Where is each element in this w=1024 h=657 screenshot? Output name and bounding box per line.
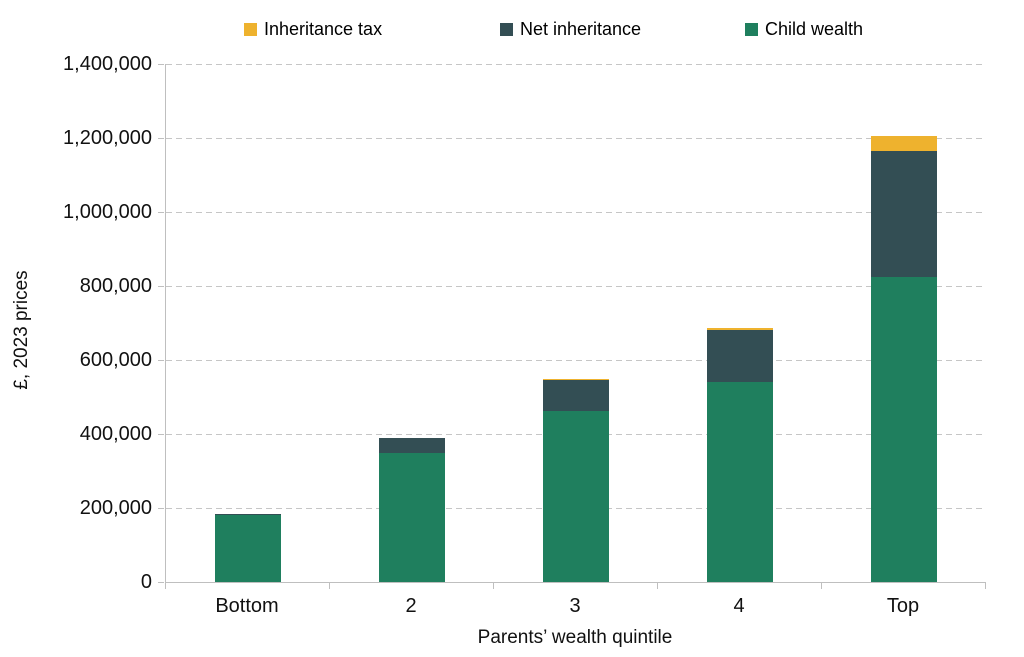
- x-tick-label: Top: [886, 595, 920, 617]
- y-axis-tick: [158, 508, 164, 509]
- x-axis-tick: [657, 583, 658, 589]
- child-wealth-swatch-icon: [745, 22, 758, 36]
- x-tick-label: Bottom: [215, 595, 279, 617]
- bar-segment-child-wealth: [215, 515, 281, 582]
- y-axis-tick: [158, 434, 164, 435]
- y-axis-tick: [158, 286, 164, 287]
- bar-3: [543, 64, 609, 582]
- x-axis-tick: [493, 583, 494, 589]
- y-tick-label: 1,400,000: [63, 53, 152, 75]
- bar-segment-net-inheritance: [379, 437, 445, 453]
- bar-segment-inheritance-tax: [871, 136, 937, 151]
- bar-segment-child-wealth: [871, 276, 937, 582]
- gridline: [166, 211, 986, 213]
- legend-item-inheritance-tax: Inheritance tax: [244, 20, 382, 38]
- bar-segment-child-wealth: [543, 411, 609, 582]
- y-tick-label: 1,200,000: [63, 127, 152, 149]
- y-tick-label: 400,000: [79, 423, 152, 445]
- x-tick-label: 4: [733, 595, 745, 617]
- y-axis-tick: [158, 64, 164, 65]
- legend-item-child-wealth: Child wealth: [745, 20, 863, 38]
- bar-segment-net-inheritance: [707, 329, 773, 383]
- gridline: [166, 63, 986, 65]
- y-axis-tick: [158, 582, 164, 583]
- bar-top: [871, 64, 937, 582]
- bar-2: [379, 64, 445, 582]
- bar-segment-inheritance-tax: [543, 378, 609, 380]
- bar-bottom: [215, 64, 281, 582]
- x-tick-label: 3: [569, 595, 581, 617]
- y-tick-label: 800,000: [79, 275, 152, 297]
- bar-segment-net-inheritance: [543, 379, 609, 412]
- net-inheritance-swatch-icon: [500, 22, 513, 36]
- plot-area: [165, 63, 986, 583]
- x-axis-tick: [985, 583, 986, 589]
- legend-label: Net inheritance: [520, 19, 642, 39]
- inheritance-tax-swatch-icon: [244, 22, 257, 36]
- y-tick-label: 200,000: [79, 497, 152, 519]
- bar-segment-child-wealth: [707, 382, 773, 582]
- y-axis-tick: [158, 138, 164, 139]
- bar-segment-net-inheritance: [871, 150, 937, 277]
- x-axis-tick: [329, 583, 330, 589]
- y-tick-label: 0: [140, 571, 152, 593]
- x-axis-tick: [165, 583, 166, 589]
- y-axis-tick: [158, 360, 164, 361]
- bar-segment-child-wealth: [379, 452, 445, 582]
- x-tick-label: 2: [405, 595, 417, 617]
- bar-segment-net-inheritance: [215, 513, 281, 516]
- x-axis-title: Parents’ wealth quintile: [477, 627, 673, 648]
- y-tick-label: 1,000,000: [63, 201, 152, 223]
- legend-item-net-inheritance: Net inheritance: [500, 20, 641, 38]
- bar-segment-inheritance-tax: [707, 328, 773, 330]
- y-axis-tick: [158, 212, 164, 213]
- bar-4: [707, 64, 773, 582]
- y-tick-label: 600,000: [79, 349, 152, 371]
- gridline: [166, 285, 986, 287]
- gridline: [166, 137, 986, 139]
- legend-label: Inheritance tax: [264, 19, 383, 39]
- gridline: [166, 359, 986, 361]
- legend-label: Child wealth: [765, 19, 864, 39]
- x-axis-tick: [821, 583, 822, 589]
